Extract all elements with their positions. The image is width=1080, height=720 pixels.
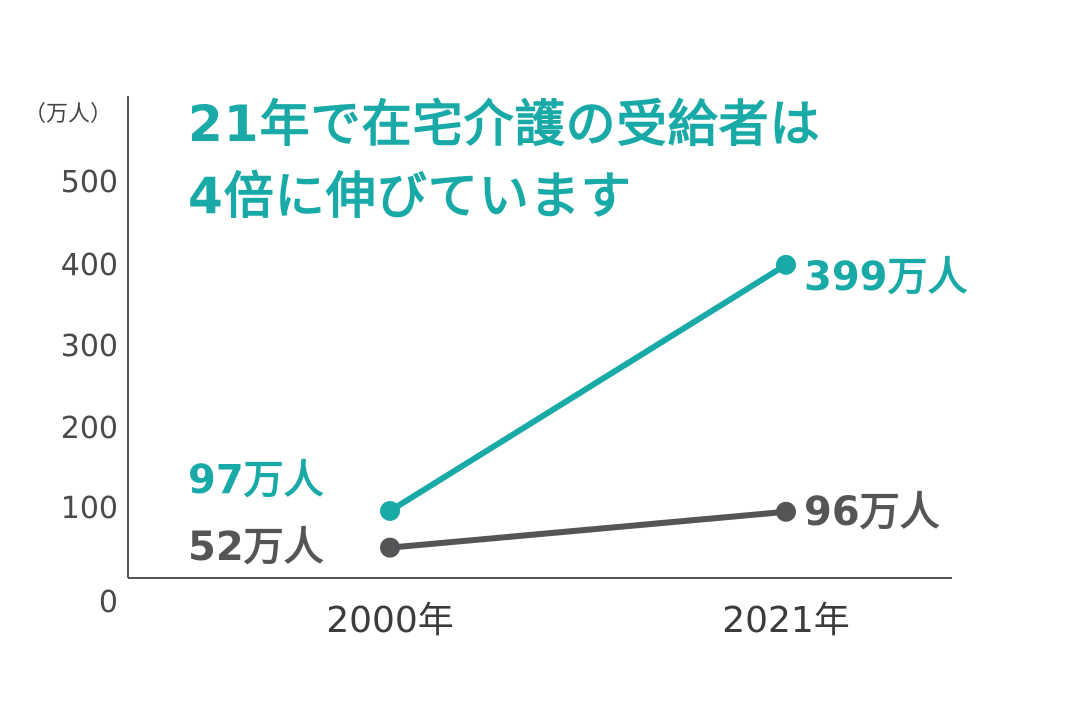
data-label: 52万人 (188, 524, 324, 570)
chart-title: 21年で在宅介護の受給者は 4倍に伸びています (188, 88, 821, 232)
y-tick-label: 0 (99, 585, 118, 620)
data-point (380, 500, 400, 521)
y-tick-label: 300 (61, 329, 118, 364)
data-label: 96万人 (804, 489, 940, 535)
y-tick-label: 200 (61, 411, 118, 446)
data-point (380, 537, 400, 558)
y-axis-unit-label: （万人） (24, 102, 113, 127)
y-tick-label: 500 (61, 165, 118, 200)
x-tick-label: 2021年 (722, 600, 850, 641)
series-line (387, 261, 789, 514)
y-tick-label: 400 (61, 248, 118, 283)
data-point (776, 254, 796, 275)
series-line (387, 508, 789, 551)
x-tick-label: 2000年 (326, 600, 454, 641)
data-point (776, 501, 796, 522)
data-label: 399万人 (804, 254, 968, 300)
chart-title-line-2: 4倍に伸びています (188, 167, 632, 225)
data-label: 97万人 (188, 457, 324, 503)
y-tick-label: 100 (61, 491, 118, 526)
chart-title-line-1: 21年で在宅介護の受給者は (188, 95, 821, 153)
